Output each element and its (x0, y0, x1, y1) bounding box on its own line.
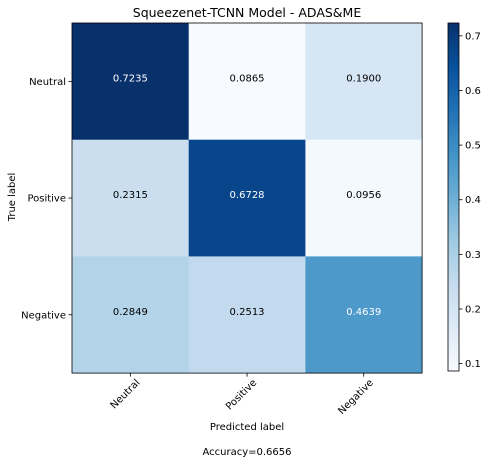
y-tick-label-2: Negative (21, 310, 66, 321)
x-tick-label-0: Neutral (109, 377, 143, 411)
cell-r1-c1 (188, 139, 306, 257)
colorbar-tick-label-1: 0.2 (465, 304, 481, 315)
chart-title: Squeezenet-TCNN Model - ADAS&ME (133, 5, 362, 20)
y-tick-label-0: Neutral (29, 77, 66, 88)
colorbar-tick-label-5: 0.6 (465, 86, 481, 97)
cell-r2-c1 (188, 256, 306, 374)
colorbar-gradient (447, 22, 460, 372)
x-axis-ticks: Neutral Positive Negative (109, 373, 376, 417)
cell-r0-c0 (72, 23, 189, 140)
colorbar-tick-label-2: 0.3 (465, 250, 481, 261)
cell-r2-c0 (72, 256, 189, 374)
cell-value-r2-c1: 0.2513 (230, 307, 265, 318)
colorbar-tick-label-4: 0.5 (465, 141, 481, 152)
x-tick-label-1: Positive (224, 377, 259, 412)
cell-r0-c2 (305, 23, 423, 140)
y-axis-label: True label (7, 173, 18, 223)
cell-value-r2-c2: 0.4639 (346, 307, 381, 318)
cell-r2-c2 (305, 256, 423, 374)
heatmap-cells: 0.7235 0.0865 0.1900 0.2315 0.6728 0.0956 0.28… (71, 22, 423, 374)
y-axis-ticks: Neutral Positive Negative (21, 77, 72, 321)
cell-value-r0-c1: 0.0865 (230, 73, 265, 84)
colorbar: 0.1 0.2 0.3 0.4 0.5 0.6 0.7 (447, 22, 481, 372)
colorbar-tick-label-3: 0.4 (465, 195, 481, 206)
cell-value-r1-c1: 0.6728 (230, 190, 265, 201)
cell-value-r0-c2: 0.1900 (346, 73, 381, 84)
colorbar-tick-label-0: 0.1 (465, 359, 481, 370)
x-axis-label: Predicted label (210, 422, 284, 433)
cell-value-r0-c0: 0.7235 (113, 73, 148, 84)
x-tick-label-2: Negative (336, 377, 376, 417)
cell-value-r1-c0: 0.2315 (113, 190, 148, 201)
cell-r1-c0 (72, 139, 189, 257)
cell-r0-c1 (188, 23, 306, 140)
cell-value-r2-c0: 0.2849 (113, 307, 148, 318)
accuracy-footer: Accuracy=0.6656 (202, 447, 291, 458)
colorbar-tick-label-6: 0.7 (465, 31, 481, 42)
cell-value-r1-c2: 0.0956 (346, 190, 381, 201)
y-tick-label-1: Positive (27, 194, 66, 205)
cell-r1-c2 (305, 139, 423, 257)
